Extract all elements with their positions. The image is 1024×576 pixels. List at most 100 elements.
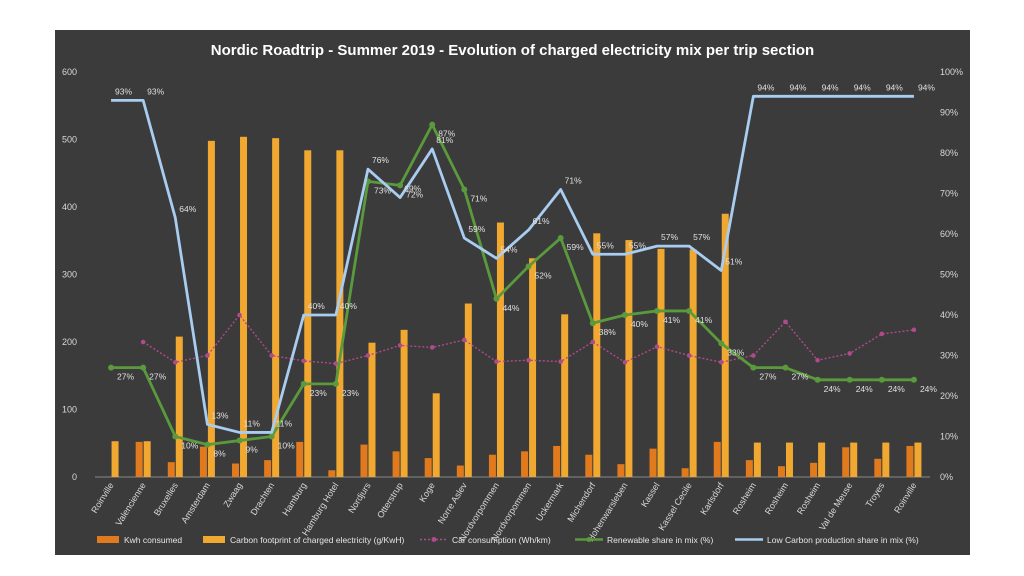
legend-swatch [203,536,225,543]
legend-label: Car consumption (Wh/km) [452,535,551,545]
x-tick-label: Troyes [864,480,887,509]
x-tick-label: Rosheim [795,481,822,516]
carbon-footprint-bar [240,136,248,478]
kwh-consumed-bar [360,444,368,477]
renewable-share-point [108,364,115,371]
chart-area: Nordic Roadtrip - Summer 2019 - Evolutio… [55,30,970,555]
renewable-share-point [525,263,532,270]
x-tick-label: Michendorf [565,480,597,523]
renewable-share-point [461,186,468,193]
y-left-tick-label: 400 [62,202,77,212]
low-carbon-share-data-label: 40% [340,301,357,311]
car-consumption-point [269,353,274,358]
renewable-share-data-label: 24% [824,384,841,394]
legend-label: Renewable share in mix (%) [607,535,713,545]
carbon-footprint-bar [850,442,858,477]
renewable-share-point [204,441,211,448]
kwh-consumed-bar [649,448,657,477]
low-carbon-share-data-label: 94% [789,82,806,92]
low-carbon-share-data-label: 81% [436,135,453,145]
kwh-consumed-bar [906,445,914,477]
renewable-share-point [621,312,628,318]
renewable-share-data-label: 8% [213,449,226,459]
car-consumption-point [494,359,499,364]
x-tick-label: Kassel Cecile [656,481,693,533]
car-consumption-point [815,357,820,363]
kwh-consumed-bar [874,458,882,477]
y-right-tick-label: 70% [940,189,958,199]
y-left-tick-label: 500 [62,135,77,145]
carbon-footprint-bar [111,441,119,477]
kwh-consumed-bar [328,470,336,477]
x-tick-label: Nordjurs [346,480,373,515]
kwh-consumed-bar [617,464,625,477]
renewable-share-point [397,182,404,189]
low-carbon-share-data-label: 94% [822,82,839,92]
low-carbon-share-data-label: 94% [918,82,935,92]
renewable-share-point [268,433,275,440]
low-carbon-share-data-label: 55% [597,240,614,250]
car-consumption-point [205,353,210,358]
renewable-share-data-label: 27% [791,372,808,382]
car-consumption-point [172,359,178,365]
x-tick-label: Roinville [89,481,116,515]
renewable-share-data-label: 9% [246,445,259,455]
renewable-share-point [332,380,339,387]
x-tick-label: Norre Aslev [436,480,469,525]
car-consumption-point [847,351,853,356]
renewable-share-data-label: 41% [663,315,680,325]
renewable-share-point [140,364,147,371]
legend-label: Kwh consumed [124,535,182,545]
x-tick-label: Karlsdorf [698,480,726,516]
renewable-share-point [814,376,821,383]
legend-label: Carbon footprint of charged electricity … [230,535,404,545]
renewable-share-data-label: 27% [117,372,134,382]
renewable-share-data-label: 72% [406,189,423,199]
renewable-share-data-label: 87% [438,129,455,139]
y-right-tick-label: 100% [940,67,963,77]
renewable-share-data-label: 59% [567,242,584,252]
renewable-share-data-label: 73% [374,185,391,195]
car-consumption-point [333,361,339,366]
legend-swatch [97,536,119,543]
x-tick-label: Otterstrup [375,481,405,520]
renewable-share-data-label: 33% [727,347,744,357]
renewable-share-data-label: 41% [695,315,712,325]
y-right-tick-label: 20% [940,391,958,401]
carbon-footprint-bar [914,442,922,477]
car-consumption-point [429,345,435,350]
renewable-share-data-label: 23% [342,388,359,398]
kwh-consumed-bar [199,446,207,477]
y-left-tick-label: 0 [72,472,77,482]
car-consumption-point [879,331,885,337]
carbon-footprint-bar [207,140,215,477]
lines-group [108,94,917,448]
carbon-footprint-bar [753,442,761,477]
kwh-consumed-bar [777,466,785,477]
car-consumption-point [140,339,146,345]
car-consumption-point [718,359,724,365]
x-tick-label: Koge [417,481,437,504]
chart-title: Nordic Roadtrip - Summer 2019 - Evolutio… [211,42,814,59]
carbon-footprint-bar [336,150,344,478]
kwh-consumed-bar [296,441,304,477]
low-carbon-share-data-label: 57% [661,232,678,242]
low-carbon-share-data-label: 40% [308,301,325,311]
renewable-share-data-label: 24% [920,384,937,394]
low-carbon-share-data-label: 55% [629,240,646,250]
renewable-share-data-label: 40% [631,319,648,329]
y-left-tick-label: 600 [62,67,77,77]
renewable-share-point [718,340,725,347]
carbon-footprint-bar [785,442,793,477]
car-consumption-point [590,339,596,345]
y-right-tick-label: 90% [940,108,958,118]
car-consumption-point [751,353,756,358]
low-carbon-share-data-label: 11% [244,418,261,428]
renewable-share-point [686,307,693,314]
kwh-consumed-bar [521,451,529,477]
y-right-tick-label: 30% [940,351,958,361]
low-carbon-share-line [111,94,914,434]
renewable-share-data-label: 24% [856,384,873,394]
y-left-tick-label: 200 [62,337,77,347]
